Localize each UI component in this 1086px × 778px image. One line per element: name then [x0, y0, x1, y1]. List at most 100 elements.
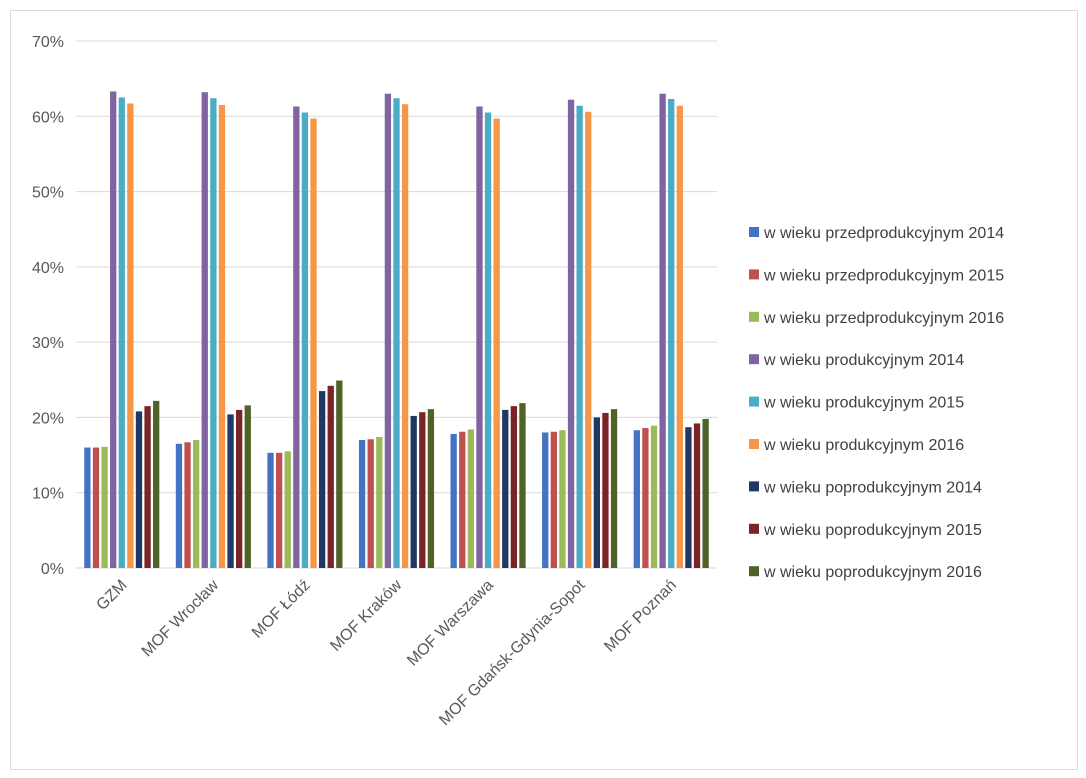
- bar-chart: 0% 10% 20% 30% 40% 50% 60% 70% GZM MOF Wrocław MO…: [32, 34, 1004, 729]
- bar: [284, 451, 291, 568]
- bar: [210, 98, 217, 569]
- legend-label: w wieku poprodukcyjnym 2014: [763, 479, 982, 496]
- legend-swatch: [749, 481, 759, 492]
- legend-label: w wieku poprodukcyjnym 2015: [763, 522, 982, 539]
- bar: [585, 111, 592, 569]
- x-tick-label: MOF Wrocław: [139, 576, 223, 660]
- bar: [153, 400, 160, 568]
- legend-label: w wieku produkcyjnym 2016: [763, 437, 964, 454]
- legend-swatch: [749, 523, 759, 534]
- legend-swatch: [749, 269, 759, 280]
- bar: [410, 415, 417, 568]
- legend-label: w wieku poprodukcyjnym 2016: [763, 564, 982, 581]
- bar: [275, 452, 283, 568]
- legend-label: w wieku przedprodukcyjnym 2015: [763, 267, 1004, 284]
- bar: [376, 437, 383, 568]
- bar: [244, 405, 251, 568]
- bar: [227, 414, 234, 568]
- bar: [476, 106, 483, 569]
- y-tick-label: 30%: [32, 335, 64, 352]
- bar: [175, 443, 183, 568]
- bar: [318, 391, 326, 568]
- bar: [267, 452, 274, 568]
- bar: [550, 431, 557, 568]
- bar: [467, 429, 475, 568]
- bar: [184, 442, 191, 568]
- bar: [633, 430, 640, 568]
- x-tick-label: MOF Gdańsk-Gdynia-Sopot: [436, 576, 589, 729]
- legend-label: w wieku produkcyjnym 2014: [763, 352, 964, 369]
- bar: [419, 412, 426, 568]
- bar: [293, 106, 300, 569]
- legend-label: w wieku przedprodukcyjnym 2016: [763, 310, 1004, 327]
- legend: w wieku przedprodukcyjnym 2014 w wieku pr…: [749, 225, 1004, 581]
- bar: [693, 423, 701, 568]
- bar: [336, 380, 343, 568]
- bar: [484, 112, 492, 569]
- bar: [567, 99, 575, 569]
- y-tick-label: 40%: [32, 260, 64, 277]
- bar: [201, 92, 208, 569]
- legend-swatch: [749, 396, 759, 407]
- bar: [702, 418, 709, 568]
- bar: [519, 403, 526, 568]
- bar: [450, 433, 457, 568]
- bar: [642, 427, 649, 568]
- x-tick-label: MOF Łódź: [249, 577, 314, 642]
- bar: [118, 97, 125, 568]
- bar: [668, 98, 675, 568]
- bar: [236, 409, 243, 568]
- x-tick-label: MOF Poznań: [601, 577, 680, 656]
- bar: [593, 417, 600, 568]
- bar: [110, 91, 117, 568]
- y-tick-label: 10%: [32, 486, 64, 503]
- bar: [127, 103, 134, 568]
- y-tick-label: 50%: [32, 185, 64, 202]
- bar: [502, 409, 509, 568]
- legend-swatch: [749, 354, 759, 365]
- x-tick-label: MOF Warszawa: [404, 577, 497, 670]
- bar: [659, 93, 666, 568]
- bar: [676, 105, 683, 568]
- x-tick-label: MOF Kraków: [327, 576, 405, 654]
- bar: [135, 411, 143, 568]
- bar: [510, 406, 518, 568]
- bar: [602, 412, 609, 568]
- x-tick-label: GZM: [93, 577, 130, 614]
- bar: [427, 409, 435, 568]
- legend-swatch: [749, 566, 759, 577]
- bar: [542, 432, 549, 568]
- bar: [401, 104, 409, 569]
- bar: [358, 440, 366, 568]
- bar: [576, 105, 583, 568]
- bar: [559, 430, 566, 568]
- bar: [301, 112, 309, 569]
- chart-frame: 0% 10% 20% 30% 40% 50% 60% 70% GZM MOF Wrocław MO…: [10, 10, 1078, 770]
- bar: [393, 98, 400, 569]
- y-tick-label: 20%: [32, 410, 64, 427]
- legend-swatch: [749, 227, 759, 237]
- legend-swatch: [749, 439, 759, 449]
- y-tick-label: 60%: [32, 109, 64, 126]
- bar: [327, 385, 334, 568]
- y-axis-ticks: 0% 10% 20% 30% 40% 50% 60% 70%: [32, 34, 64, 578]
- bar: [218, 104, 226, 568]
- bar: [384, 93, 392, 568]
- bar: [650, 425, 658, 568]
- bar: [144, 406, 151, 568]
- bar: [610, 409, 618, 568]
- bar: [193, 440, 200, 568]
- bar: [459, 431, 466, 568]
- y-tick-label: 0%: [41, 561, 64, 578]
- legend-label: w wieku produkcyjnym 2015: [763, 395, 964, 412]
- y-tick-label: 70%: [32, 34, 64, 51]
- bar: [685, 427, 692, 568]
- bar: [367, 439, 374, 568]
- bars: [84, 91, 709, 569]
- legend-label: w wieku przedprodukcyjnym 2014: [763, 225, 1004, 242]
- bar: [493, 118, 500, 569]
- bar: [92, 447, 100, 568]
- bar: [84, 447, 91, 568]
- bar: [310, 118, 317, 569]
